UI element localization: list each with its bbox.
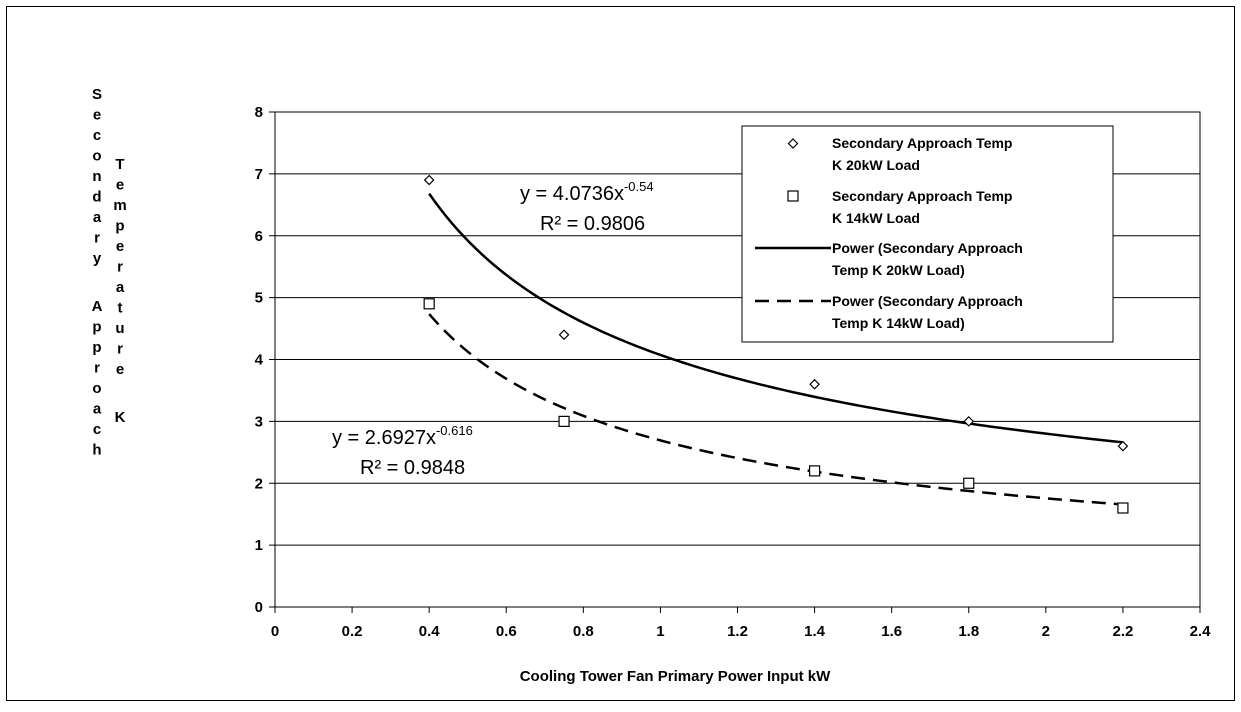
- x-axis-title: Cooling Tower Fan Primary Power Input kW: [520, 668, 831, 685]
- x-tick-label-5: 1: [656, 623, 664, 640]
- marker-square-3: [963, 477, 975, 489]
- marker-square-0: [423, 298, 435, 310]
- legend-label-trend-1-line-1: Power (Secondary Approach: [832, 240, 1023, 256]
- y-title-col1-letter-3: o: [92, 148, 101, 165]
- x-tick-label-2: 0.4: [419, 623, 441, 640]
- x-tick-label-6: 1.2: [727, 623, 748, 640]
- x-tick-label-4: 0.8: [573, 623, 594, 640]
- trendline-2: [428, 313, 1124, 506]
- y-title-col2-letter-8: u: [115, 320, 124, 337]
- legend-label-trend-1-line-2: Temp K 20kW Load): [832, 262, 965, 278]
- y-title-col2-letter-6: a: [116, 279, 125, 296]
- y-tick-label-8: 8: [255, 104, 263, 121]
- y-title-col2-letter-9: r: [117, 341, 123, 358]
- x-tick-label-0: 0: [271, 623, 279, 640]
- y-title-col2-letter-10: e: [116, 361, 124, 378]
- y-title-col1-letter-16: h: [92, 442, 101, 459]
- trendline-1: [428, 192, 1124, 444]
- y-title-col1-letter-8: y: [93, 250, 102, 267]
- marker-square-4: [1117, 502, 1129, 514]
- marker-diamond-0: [423, 174, 435, 186]
- trendline-r2-14kw: R² = 0.9848: [360, 457, 465, 479]
- y-tick-label-3: 3: [255, 413, 263, 430]
- y-title-col2-letter-0: T: [115, 156, 124, 173]
- legend-marker-square: [787, 190, 799, 202]
- y-title-col1-letter-10: p: [92, 319, 101, 336]
- data-markers: [423, 174, 1129, 514]
- y-title-col1-letter-12: r: [94, 360, 100, 377]
- y-title-col2-letter-7: t: [118, 300, 123, 317]
- x-tick-labels: 0 0.2 0.4 0.6 0.8 1 1.2 1.4 1.6 1.8 2 2.2 2.4: [271, 607, 1211, 640]
- legend-label-series-2-line-2: K 14kW Load: [832, 210, 920, 226]
- y-title-col1-letter-7: r: [94, 230, 100, 247]
- y-tick-label-5: 5: [255, 290, 263, 307]
- x-tick-label-3: 0.6: [496, 623, 517, 640]
- y-title-col1-letter-9: A: [92, 298, 103, 315]
- y-tick-label-7: 7: [255, 166, 263, 183]
- marker-square-1: [558, 415, 570, 427]
- y-title-col1-letter-5: d: [92, 189, 101, 206]
- y-tick-labels: 0 1 2 3 4 5 6 7 8: [255, 104, 275, 616]
- y-title-col1-letter-6: a: [93, 209, 102, 226]
- trendline-r2-20kw: R² = 0.9806: [540, 213, 645, 235]
- trend-lines: [428, 192, 1124, 506]
- y-title-col2-letter-5: r: [117, 259, 123, 276]
- x-tick-label-10: 2: [1042, 623, 1050, 640]
- y-title-col1-letter-1: e: [93, 107, 101, 124]
- legend-box: [741, 125, 1114, 343]
- y-title-col1-letter-4: n: [92, 168, 101, 185]
- x-tick-label-12: 2.4: [1190, 623, 1212, 640]
- y-tick-label-6: 6: [255, 228, 263, 245]
- y-title-col1-letter-11: p: [92, 339, 101, 356]
- marker-diamond-1: [558, 329, 570, 341]
- legend-label-series-1-line-1: Secondary Approach Temp: [832, 135, 1012, 151]
- legend-label-trend-2-line-1: Power (Secondary Approach: [832, 293, 1023, 309]
- y-title-col1-letter-13: o: [92, 380, 101, 397]
- y-title-col2-letter-2: m: [113, 197, 126, 214]
- y-title-col2-letter-11: K: [115, 409, 126, 426]
- x-tick-label-8: 1.6: [881, 623, 902, 640]
- y-title-col1-letter-0: S: [92, 86, 102, 103]
- marker-diamond-3: [963, 416, 975, 427]
- y-title-col1-letter-14: a: [93, 401, 102, 418]
- y-title-col1-letter-2: c: [93, 127, 101, 144]
- marker-diamond-2: [809, 378, 820, 390]
- y-tick-label-0: 0: [255, 599, 263, 616]
- x-tick-label-1: 0.2: [342, 623, 363, 640]
- y-tick-label-4: 4: [255, 352, 264, 369]
- x-tick-label-11: 2.2: [1112, 623, 1133, 640]
- legend-marker-diamond: [787, 138, 799, 149]
- legend-label-trend-2-line-2: Temp K 14kW Load): [832, 315, 965, 331]
- legend: Secondary Approach Temp K 20kW Load Seco…: [741, 125, 1114, 343]
- legend-label-series-1-line-2: K 20kW Load: [832, 157, 920, 173]
- trendline-equation-20kw: y = 4.0736x-0.54: [520, 179, 654, 205]
- x-tick-label-7: 1.4: [804, 623, 826, 640]
- trendline-equation-14kw: y = 2.6927x-0.616: [332, 423, 473, 449]
- y-title-col1-letter-15: c: [93, 421, 101, 438]
- legend-label-series-2-line-1: Secondary Approach Temp: [832, 188, 1012, 204]
- y-title-col2-letter-3: p: [115, 218, 124, 235]
- x-tick-label-9: 1.8: [958, 623, 979, 640]
- y-title-col2-letter-1: e: [116, 177, 124, 194]
- y-tick-label-2: 2: [255, 475, 263, 492]
- y-title-col2-letter-4: e: [116, 238, 124, 255]
- marker-diamond-4: [1117, 440, 1129, 452]
- marker-square-2: [808, 465, 821, 477]
- y-tick-label-1: 1: [255, 537, 263, 554]
